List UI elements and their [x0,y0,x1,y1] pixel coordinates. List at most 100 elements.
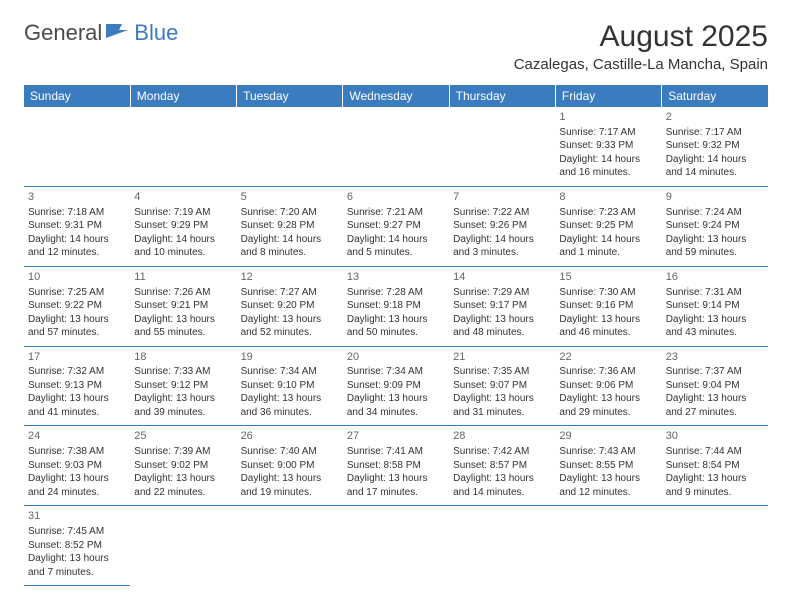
calendar-week: 17Sunrise: 7:32 AMSunset: 9:13 PMDayligh… [24,346,768,426]
sunset-line: Sunset: 9:04 PM [666,379,764,393]
calendar-table: SundayMondayTuesdayWednesdayThursdayFrid… [24,85,768,586]
calendar-cell [237,107,343,186]
day-number: 7 [453,190,551,205]
sunset-line: Sunset: 9:02 PM [134,459,232,473]
sunrise-line: Sunrise: 7:26 AM [134,286,232,300]
sunrise-line: Sunrise: 7:44 AM [666,445,764,459]
day-number: 11 [134,270,232,285]
day-header: Wednesday [343,85,449,107]
sunrise-line: Sunrise: 7:36 AM [559,365,657,379]
calendar-cell: 15Sunrise: 7:30 AMSunset: 9:16 PMDayligh… [555,266,661,346]
sunrise-line: Sunrise: 7:23 AM [559,206,657,220]
daylight-line: Daylight: 13 hours and 34 minutes. [347,392,445,419]
sunset-line: Sunset: 9:10 PM [241,379,339,393]
day-number: 9 [666,190,764,205]
sunrise-line: Sunrise: 7:31 AM [666,286,764,300]
sunrise-line: Sunrise: 7:45 AM [28,525,126,539]
daylight-line: Daylight: 14 hours and 16 minutes. [559,153,657,180]
sunset-line: Sunset: 9:29 PM [134,219,232,233]
sunrise-line: Sunrise: 7:38 AM [28,445,126,459]
sunrise-line: Sunrise: 7:22 AM [453,206,551,220]
sunrise-line: Sunrise: 7:40 AM [241,445,339,459]
daylight-line: Daylight: 13 hours and 43 minutes. [666,313,764,340]
calendar-cell: 18Sunrise: 7:33 AMSunset: 9:12 PMDayligh… [130,346,236,426]
sunrise-line: Sunrise: 7:43 AM [559,445,657,459]
calendar-cell [449,107,555,186]
calendar-cell: 6Sunrise: 7:21 AMSunset: 9:27 PMDaylight… [343,186,449,266]
daylight-line: Daylight: 13 hours and 52 minutes. [241,313,339,340]
day-number: 12 [241,270,339,285]
sunset-line: Sunset: 9:16 PM [559,299,657,313]
sunrise-line: Sunrise: 7:19 AM [134,206,232,220]
sunset-line: Sunset: 9:26 PM [453,219,551,233]
day-number: 22 [559,350,657,365]
calendar-cell [343,506,449,586]
daylight-line: Daylight: 14 hours and 5 minutes. [347,233,445,260]
sunset-line: Sunset: 9:22 PM [28,299,126,313]
sunset-line: Sunset: 9:14 PM [666,299,764,313]
day-header: Monday [130,85,236,107]
sunset-line: Sunset: 9:20 PM [241,299,339,313]
sunrise-line: Sunrise: 7:25 AM [28,286,126,300]
logo-text-2: Blue [134,20,178,46]
daylight-line: Daylight: 13 hours and 29 minutes. [559,392,657,419]
daylight-line: Daylight: 14 hours and 14 minutes. [666,153,764,180]
calendar-cell: 10Sunrise: 7:25 AMSunset: 9:22 PMDayligh… [24,266,130,346]
calendar-cell: 8Sunrise: 7:23 AMSunset: 9:25 PMDaylight… [555,186,661,266]
day-number: 19 [241,350,339,365]
day-number: 8 [559,190,657,205]
day-number: 30 [666,429,764,444]
day-number: 16 [666,270,764,285]
sunset-line: Sunset: 9:00 PM [241,459,339,473]
calendar-cell [449,506,555,586]
daylight-line: Daylight: 14 hours and 10 minutes. [134,233,232,260]
day-number: 21 [453,350,551,365]
calendar-cell: 5Sunrise: 7:20 AMSunset: 9:28 PMDaylight… [237,186,343,266]
sunrise-line: Sunrise: 7:20 AM [241,206,339,220]
daylight-line: Daylight: 14 hours and 1 minute. [559,233,657,260]
daylight-line: Daylight: 13 hours and 39 minutes. [134,392,232,419]
daylight-line: Daylight: 13 hours and 24 minutes. [28,472,126,499]
daylight-line: Daylight: 13 hours and 50 minutes. [347,313,445,340]
calendar-cell [343,107,449,186]
day-number: 31 [28,509,126,524]
sunset-line: Sunset: 9:06 PM [559,379,657,393]
daylight-line: Daylight: 13 hours and 7 minutes. [28,552,126,579]
sunset-line: Sunset: 8:52 PM [28,539,126,553]
calendar-cell: 20Sunrise: 7:34 AMSunset: 9:09 PMDayligh… [343,346,449,426]
calendar-body: 1Sunrise: 7:17 AMSunset: 9:33 PMDaylight… [24,107,768,586]
daylight-line: Daylight: 13 hours and 48 minutes. [453,313,551,340]
daylight-line: Daylight: 14 hours and 12 minutes. [28,233,126,260]
calendar-cell: 4Sunrise: 7:19 AMSunset: 9:29 PMDaylight… [130,186,236,266]
day-header: Tuesday [237,85,343,107]
day-number: 28 [453,429,551,444]
title-block: August 2025 Cazalegas, Castille-La Manch… [514,20,768,73]
calendar-week: 1Sunrise: 7:17 AMSunset: 9:33 PMDaylight… [24,107,768,186]
calendar-cell: 19Sunrise: 7:34 AMSunset: 9:10 PMDayligh… [237,346,343,426]
daylight-line: Daylight: 13 hours and 22 minutes. [134,472,232,499]
day-number: 25 [134,429,232,444]
calendar-cell: 28Sunrise: 7:42 AMSunset: 8:57 PMDayligh… [449,426,555,506]
calendar-week: 31Sunrise: 7:45 AMSunset: 8:52 PMDayligh… [24,506,768,586]
sunset-line: Sunset: 9:12 PM [134,379,232,393]
calendar-cell: 23Sunrise: 7:37 AMSunset: 9:04 PMDayligh… [662,346,768,426]
calendar-cell [662,506,768,586]
daylight-line: Daylight: 13 hours and 31 minutes. [453,392,551,419]
sunrise-line: Sunrise: 7:34 AM [347,365,445,379]
calendar-week: 3Sunrise: 7:18 AMSunset: 9:31 PMDaylight… [24,186,768,266]
location: Cazalegas, Castille-La Mancha, Spain [514,56,768,73]
calendar-cell: 13Sunrise: 7:28 AMSunset: 9:18 PMDayligh… [343,266,449,346]
day-number: 27 [347,429,445,444]
day-number: 18 [134,350,232,365]
sunrise-line: Sunrise: 7:39 AM [134,445,232,459]
calendar-cell [130,107,236,186]
daylight-line: Daylight: 14 hours and 8 minutes. [241,233,339,260]
sunset-line: Sunset: 9:28 PM [241,219,339,233]
sunrise-line: Sunrise: 7:18 AM [28,206,126,220]
calendar-cell: 1Sunrise: 7:17 AMSunset: 9:33 PMDaylight… [555,107,661,186]
sunset-line: Sunset: 9:17 PM [453,299,551,313]
calendar-cell [130,506,236,586]
sunrise-line: Sunrise: 7:28 AM [347,286,445,300]
day-number: 15 [559,270,657,285]
day-number: 17 [28,350,126,365]
